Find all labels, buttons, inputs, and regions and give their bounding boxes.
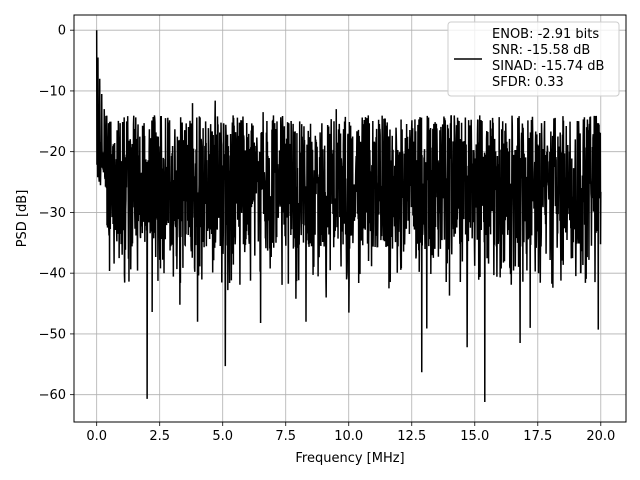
y-tick-label: −40 (39, 267, 66, 282)
x-tick-label: 2.5 (149, 429, 170, 444)
x-tick-label: 10.0 (334, 429, 363, 444)
y-axis-label: PSD [dB] (15, 190, 30, 248)
x-tick-label: 5.0 (212, 429, 233, 444)
legend-box (447, 21, 620, 97)
legend-entry-text: ENOB: -2.91 bits (492, 27, 599, 42)
x-tick-label: 20.0 (586, 429, 615, 444)
y-tick-label: −10 (39, 84, 66, 99)
y-axis-ticks: 0 −10 −20 −30 −40 −50 −60 (39, 24, 74, 403)
plot-frame (73, 14, 627, 423)
x-tick-label: 15.0 (460, 429, 489, 444)
y-tick-label: −30 (39, 206, 66, 221)
x-tick-label: 17.5 (523, 429, 552, 444)
y-tick-label: −60 (39, 388, 66, 403)
y-tick-label: −20 (39, 145, 66, 160)
x-tick-label: 12.5 (397, 429, 426, 444)
x-axis-label: Frequency [MHz] (295, 451, 404, 466)
legend-entry-text: SINAD: -15.74 dB (492, 59, 604, 74)
x-tick-label: 7.5 (275, 429, 296, 444)
series-line-group (95, 30, 602, 402)
y-tick-label: 0 (58, 24, 66, 39)
y-tick-label: −50 (39, 327, 66, 342)
series-line (95, 30, 602, 402)
legend-entry-text: SFDR: 0.33 (492, 75, 564, 90)
x-axis-ticks: 0.0 2.5 5.0 7.5 10.0 12.5 15.0 17.5 20.0 (86, 422, 615, 444)
x-tick-label: 0.0 (86, 429, 107, 444)
legend-entry-text: SNR: -15.58 dB (492, 43, 590, 58)
